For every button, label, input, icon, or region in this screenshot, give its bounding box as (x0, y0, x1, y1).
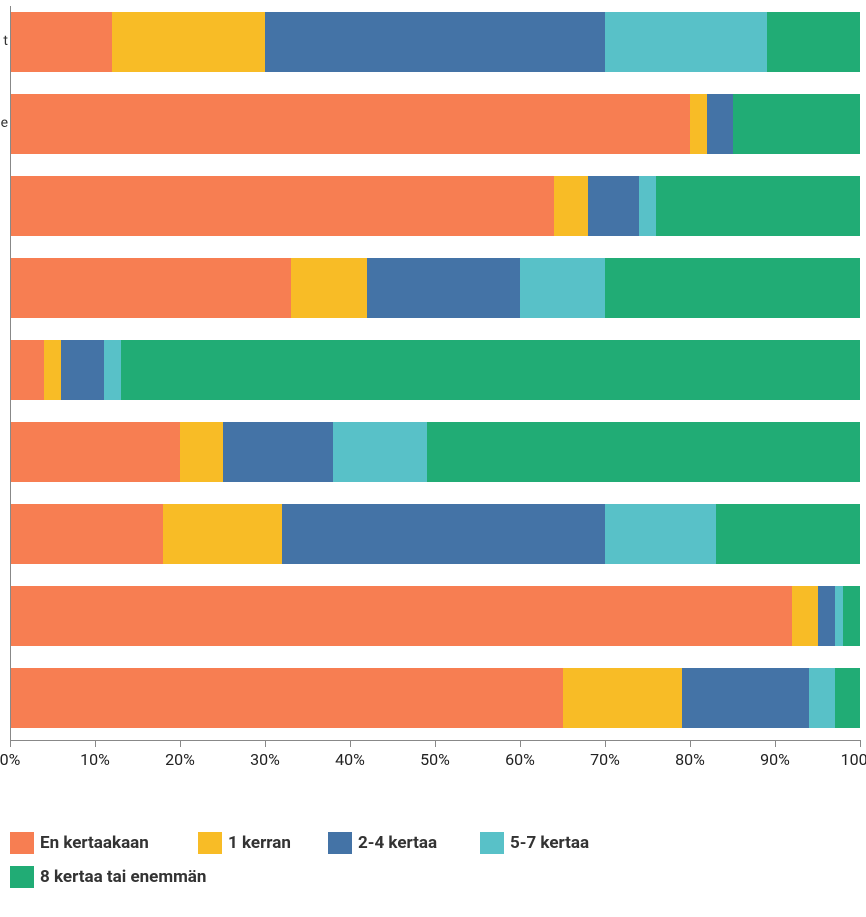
y-axis-line (10, 6, 11, 740)
bar-row (10, 12, 860, 72)
bar-row (10, 340, 860, 400)
bar-segment (10, 176, 554, 236)
x-tick (10, 740, 11, 747)
bar-segment (520, 258, 605, 318)
bar-segment (767, 12, 861, 72)
bar-segment (554, 176, 588, 236)
bar-segment (843, 586, 860, 646)
x-tick-label: 100% (841, 750, 866, 769)
x-tick (180, 740, 181, 747)
x-tick (775, 740, 776, 747)
bar-segment (10, 12, 112, 72)
legend-item: 5-7 kertaa (480, 832, 589, 854)
x-tick-label: 90% (760, 750, 790, 769)
bar-segment (639, 176, 656, 236)
stacked-bar-chart: 0% 10% 20% 30% 40% 50% 60% 70% 80% 90% 100% En ker… (0, 0, 866, 917)
bar-segment (427, 422, 861, 482)
row-label: e (1, 116, 8, 131)
bar-segment (367, 258, 520, 318)
bar-segment (835, 668, 861, 728)
x-tick (95, 740, 96, 747)
bar-segment (588, 176, 639, 236)
legend-swatch (198, 832, 222, 854)
bar-row (10, 94, 860, 154)
bar-segment (809, 668, 835, 728)
bar-segment (716, 504, 861, 564)
bar-segment (61, 340, 104, 400)
bar-segment (10, 258, 291, 318)
x-tick (265, 740, 266, 747)
x-tick (350, 740, 351, 747)
bar-row (10, 586, 860, 646)
bar-segment (282, 504, 605, 564)
legend-swatch (10, 832, 34, 854)
bar-segment (656, 176, 860, 236)
bar-segment (733, 94, 861, 154)
bar-segment (44, 340, 61, 400)
bar-row (10, 176, 860, 236)
bar-row (10, 668, 860, 728)
x-tick-label: 80% (675, 750, 705, 769)
bar-segment (690, 94, 707, 154)
x-tick-label: 0% (0, 750, 20, 769)
bar-segment (223, 422, 334, 482)
bar-segment (265, 12, 605, 72)
legend-label: 2-4 kertaa (358, 833, 437, 853)
x-tick (860, 740, 861, 747)
bar-segment (10, 94, 690, 154)
bar-segment (10, 586, 792, 646)
bar-segment (163, 504, 282, 564)
x-tick-label: 60% (505, 750, 535, 769)
bar-segment (112, 12, 265, 72)
bar-segment (835, 586, 844, 646)
legend-swatch (328, 832, 352, 854)
bar-row (10, 422, 860, 482)
bar-segment (10, 422, 180, 482)
legend-item: 8 kertaa tai enemmän (10, 866, 206, 888)
legend-item: 1 kerran (198, 832, 291, 854)
bar-segment (605, 12, 767, 72)
bar-segment (291, 258, 368, 318)
bar-segment (121, 340, 861, 400)
legend-swatch (10, 866, 34, 888)
x-tick-label: 30% (250, 750, 280, 769)
legend-item: 2-4 kertaa (328, 832, 437, 854)
x-tick-label: 10% (80, 750, 110, 769)
bar-segment (818, 586, 835, 646)
x-tick-label: 50% (420, 750, 450, 769)
bar-segment (605, 258, 860, 318)
bar-segment (605, 504, 716, 564)
bar-segment (792, 586, 818, 646)
bar-segment (104, 340, 121, 400)
bar-row (10, 258, 860, 318)
legend-item: En kertaakaan (10, 832, 149, 854)
legend-label: 5-7 kertaa (510, 833, 589, 853)
bar-segment (333, 422, 427, 482)
x-tick (435, 740, 436, 747)
x-tick-label: 40% (335, 750, 365, 769)
x-tick (520, 740, 521, 747)
legend-swatch (480, 832, 504, 854)
x-tick-label: 70% (590, 750, 620, 769)
x-tick-label: 20% (165, 750, 195, 769)
bar-row (10, 504, 860, 564)
x-tick (605, 740, 606, 747)
x-tick (690, 740, 691, 747)
legend-label: 1 kerran (228, 833, 291, 853)
bar-segment (10, 504, 163, 564)
bar-segment (563, 668, 682, 728)
bar-segment (180, 422, 223, 482)
legend-label: 8 kertaa tai enemmän (40, 867, 206, 887)
bar-segment (707, 94, 733, 154)
bar-segment (682, 668, 810, 728)
legend-label: En kertaakaan (40, 833, 149, 853)
row-label: t (3, 34, 8, 49)
bar-segment (10, 668, 563, 728)
bar-segment (10, 340, 44, 400)
